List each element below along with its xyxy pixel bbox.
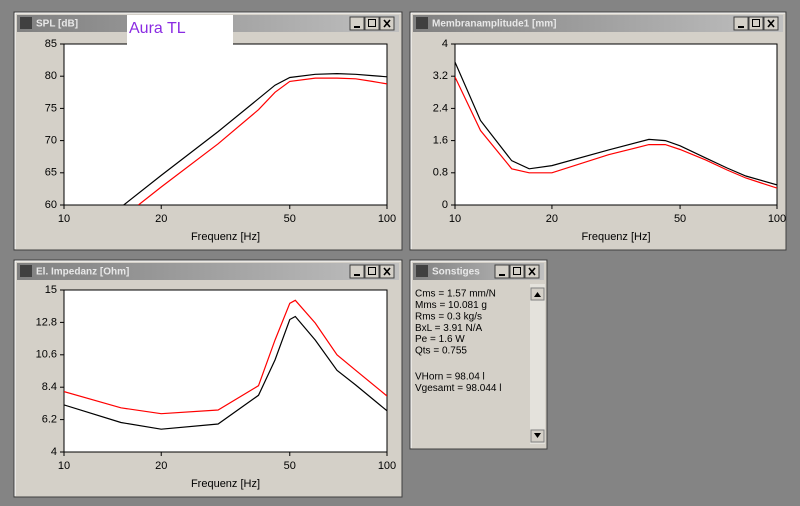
y-tick-label: 10.6 — [36, 349, 57, 361]
param-line: Pe = 1.6 W — [415, 334, 465, 345]
y-tick-label: 15 — [45, 284, 57, 296]
minimize-button[interactable] — [733, 16, 749, 31]
minimize-button[interactable] — [349, 16, 365, 31]
window-title: El. Impedanz [Ohm] — [36, 267, 129, 278]
window-title: Sonstiges — [432, 267, 480, 278]
title-bar — [17, 263, 399, 280]
param-line: Mms = 10.081 g — [415, 300, 487, 311]
app-icon — [416, 17, 428, 29]
series-line — [123, 72, 387, 205]
y-tick-label: 70 — [45, 135, 57, 147]
icon — [513, 267, 521, 275]
window — [409, 259, 548, 450]
x-axis-label: Frequenz [Hz] — [191, 478, 260, 490]
plot-area — [454, 43, 778, 206]
y-tick-label: 8.4 — [42, 381, 57, 393]
title-bar — [413, 15, 783, 32]
y-tick-label: 0.8 — [433, 167, 448, 179]
y-tick-label: 60 — [45, 199, 57, 211]
y-tick-label: 1.6 — [433, 135, 448, 147]
annotation: Aura TL — [129, 20, 186, 37]
x-axis-label: Frequenz [Hz] — [581, 231, 650, 243]
x-tick-label: 100 — [768, 213, 786, 225]
series-line — [64, 299, 387, 415]
y-tick-label: 2.4 — [433, 102, 448, 114]
maximize-button[interactable] — [509, 264, 525, 279]
series-line — [64, 315, 387, 430]
x-tick-label: 20 — [155, 213, 167, 225]
param-line: BxL = 3.91 N/A — [415, 323, 482, 334]
app-icon — [416, 265, 428, 277]
window-title: SPL [dB] — [36, 19, 78, 30]
plot-area — [63, 43, 388, 206]
y-tick-label: 12.8 — [36, 316, 57, 328]
window-title: Membranamplitude1 [mm] — [432, 19, 556, 30]
x-tick-label: 50 — [284, 213, 296, 225]
minimize-button[interactable] — [494, 264, 510, 279]
icon — [368, 19, 376, 27]
x-tick-label: 10 — [449, 213, 461, 225]
y-tick-label: 80 — [45, 70, 57, 82]
volume-line: Vgesamt = 98.044 l — [415, 383, 501, 394]
x-tick-label: 20 — [155, 460, 167, 472]
series-line — [455, 61, 777, 186]
volume-line: VHorn = 98.04 l — [415, 372, 485, 383]
x-tick-label: 100 — [378, 213, 396, 225]
app-icon — [20, 265, 32, 277]
series-line — [455, 76, 777, 189]
icon — [528, 267, 536, 276]
icon — [368, 267, 376, 275]
param-line: Rms = 0.3 kg/s — [415, 311, 482, 322]
plot-area — [63, 289, 388, 453]
series-line — [138, 77, 387, 205]
icon — [534, 292, 541, 297]
annotation-box — [127, 15, 233, 58]
app-icon — [20, 17, 32, 29]
x-tick-label: 50 — [674, 213, 686, 225]
x-tick-label: 50 — [284, 460, 296, 472]
param-line: Cms = 1.57 mm/N — [415, 289, 496, 300]
y-tick-label: 3.2 — [433, 70, 448, 82]
y-tick-label: 4 — [51, 446, 57, 458]
icon — [752, 19, 760, 27]
y-tick-label: 65 — [45, 167, 57, 179]
icon — [383, 19, 391, 28]
y-tick-label: 6.2 — [42, 414, 57, 426]
x-axis-label: Frequenz [Hz] — [191, 231, 260, 243]
x-tick-label: 100 — [378, 460, 396, 472]
scrollbar[interactable] — [530, 284, 545, 444]
maximize-button[interactable] — [364, 16, 380, 31]
maximize-button[interactable] — [364, 264, 380, 279]
maximize-button[interactable] — [748, 16, 764, 31]
y-tick-label: 85 — [45, 38, 57, 50]
x-tick-label: 20 — [546, 213, 558, 225]
x-tick-label: 10 — [58, 460, 70, 472]
y-tick-label: 75 — [45, 102, 57, 114]
icon — [383, 267, 391, 276]
icon — [767, 19, 775, 28]
minimize-button[interactable] — [349, 264, 365, 279]
y-tick-label: 0 — [442, 199, 448, 211]
y-tick-label: 4 — [442, 38, 448, 50]
icon — [534, 433, 541, 438]
x-tick-label: 10 — [58, 213, 70, 225]
param-line: Qts = 0.755 — [415, 346, 467, 357]
